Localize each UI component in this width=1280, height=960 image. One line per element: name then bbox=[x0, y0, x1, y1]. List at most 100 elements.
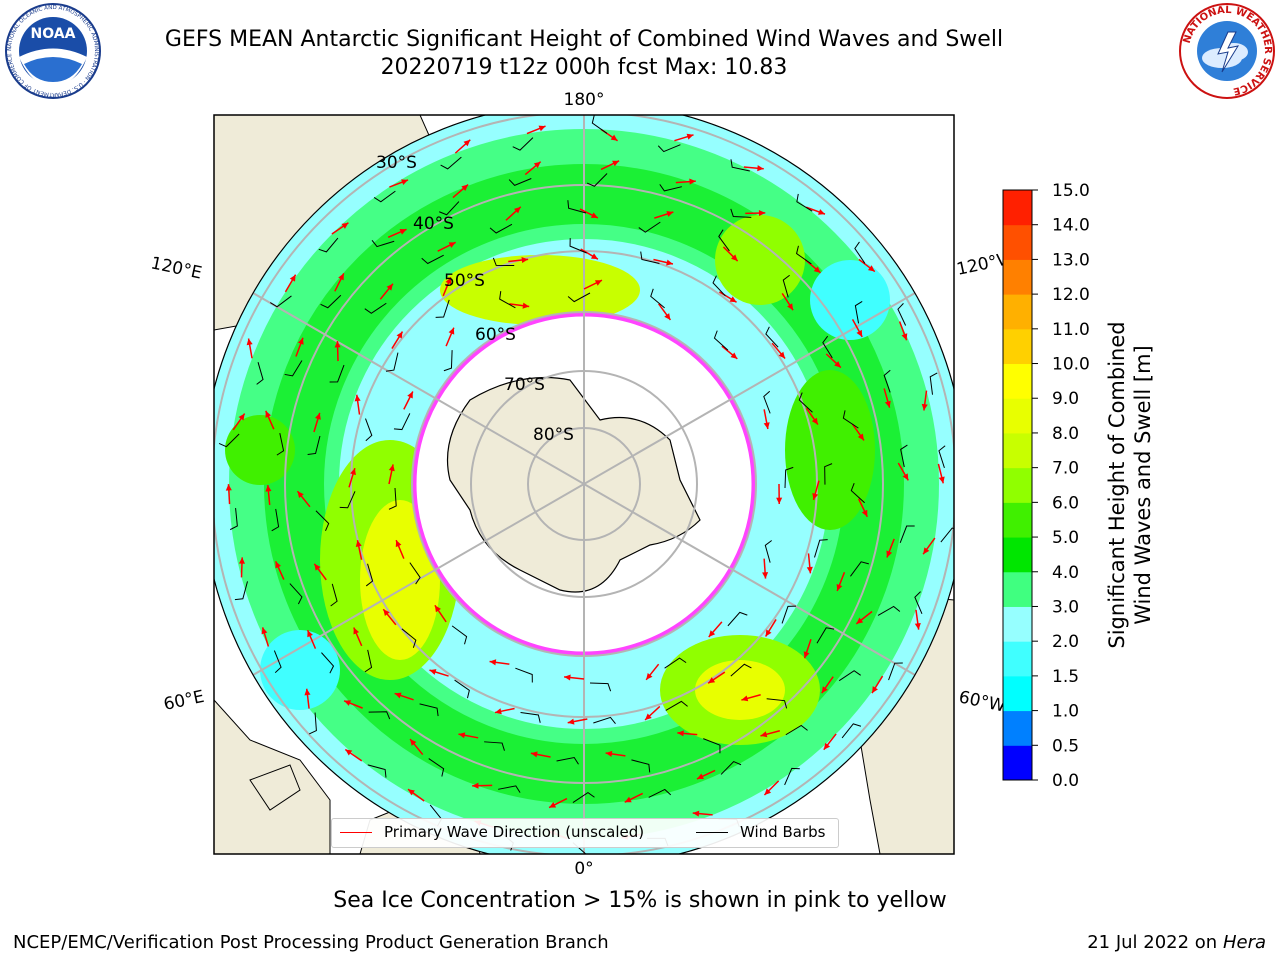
wave-direction-arrowhead bbox=[938, 476, 945, 484]
wind-barb bbox=[515, 667, 533, 683]
wave-direction-arrowhead bbox=[407, 391, 413, 399]
wave-direction-arrowhead bbox=[856, 617, 864, 624]
wave-direction-arrowhead bbox=[396, 331, 403, 339]
wind-barb bbox=[593, 716, 616, 724]
wave-direction-arrowhead bbox=[914, 622, 921, 630]
wind-barb bbox=[591, 115, 608, 134]
wave-direction-arrowhead bbox=[612, 160, 620, 167]
wind-barb bbox=[586, 173, 608, 187]
wind-barb bbox=[276, 433, 285, 456]
wind-barb bbox=[781, 605, 796, 624]
wind-barb bbox=[339, 491, 356, 509]
footer-machine: Hera bbox=[1222, 932, 1266, 953]
colorbar-tick-label: 11.0 bbox=[1052, 320, 1090, 340]
wave-direction-arrowhead bbox=[463, 139, 471, 147]
wind-barb bbox=[373, 190, 396, 203]
colorbar-tick-label: 8.0 bbox=[1052, 424, 1079, 444]
wave-direction-arrowhead bbox=[383, 609, 390, 617]
wind-barb bbox=[364, 649, 373, 673]
wind-barb bbox=[640, 251, 660, 264]
wave-direction-arrowhead bbox=[729, 296, 737, 303]
lon-label-120e: 120°E bbox=[149, 253, 204, 283]
wave-direction-arrowhead bbox=[307, 630, 313, 638]
wave-direction-arrowhead bbox=[812, 493, 819, 500]
nws-logo: NATIONAL WEATHER SERVICE bbox=[1179, 3, 1275, 99]
wind-barb bbox=[763, 390, 771, 414]
wind-barb bbox=[888, 662, 903, 681]
colorbar-tick-label: 1.5 bbox=[1052, 667, 1079, 687]
wave-direction-arrowhead bbox=[238, 413, 245, 421]
wind-barb bbox=[703, 738, 721, 754]
wave-direction-arrowhead bbox=[689, 178, 696, 185]
wind-barb bbox=[814, 539, 828, 558]
wind-barb bbox=[234, 581, 248, 601]
wave-direction-arrowhead bbox=[399, 228, 407, 235]
wave-direction-arrowhead bbox=[696, 773, 704, 779]
wave-direction-arrowhead bbox=[605, 750, 613, 757]
wind-barb bbox=[401, 628, 417, 648]
legend-label-wind-barbs: Wind Barbs bbox=[740, 823, 826, 841]
wind-barb bbox=[270, 295, 292, 308]
vector-field bbox=[218, 115, 954, 854]
wind-barb bbox=[883, 369, 891, 393]
wind-barb bbox=[929, 372, 938, 395]
wave-direction-arrowhead bbox=[265, 485, 272, 492]
wind-barb bbox=[307, 435, 321, 455]
wave-direction-arrowhead bbox=[857, 433, 864, 441]
wave-direction-arrowhead bbox=[338, 273, 344, 281]
wind-barb bbox=[850, 561, 869, 577]
legend-label-wave-direction: Primary Wave Direction (unscaled) bbox=[384, 823, 645, 841]
wave-direction-arrowhead bbox=[434, 605, 441, 613]
wave-direction-arrowhead bbox=[341, 222, 349, 229]
chart-title: GEFS MEAN Antarctic Significant Height o… bbox=[164, 27, 1004, 52]
wave-direction-arrowhead bbox=[489, 659, 497, 666]
wind-barb bbox=[718, 229, 730, 252]
colorbar-tick-label: 10.0 bbox=[1052, 355, 1090, 375]
wind-barb bbox=[451, 625, 468, 645]
wave-direction-arrowhead bbox=[692, 810, 700, 817]
wave-direction-arrowhead bbox=[884, 400, 891, 408]
wave-direction-arrowhead bbox=[813, 266, 821, 273]
colorbar-segment bbox=[1003, 224, 1032, 260]
wave-direction-arrowhead bbox=[246, 338, 253, 346]
noaa-logo: NOAA NATIONAL OCEANIC AND ATMOSPHERIC AD… bbox=[5, 3, 101, 99]
lat-label-60s: 60°S bbox=[475, 325, 516, 345]
wind-barb bbox=[764, 540, 772, 563]
wind-barb bbox=[850, 482, 865, 504]
wind-barb bbox=[454, 679, 470, 699]
colorbar-segment bbox=[1003, 294, 1032, 330]
chart-subtitle: 20220719 t12z 000h fcst Max: 10.83 bbox=[380, 55, 788, 80]
wave-direction-arrowhead bbox=[590, 253, 598, 260]
wave-direction-arrowhead bbox=[388, 464, 395, 472]
wave-direction-arrowhead bbox=[334, 341, 341, 348]
wind-barb bbox=[650, 288, 665, 309]
colorbar-tick-label: 1.0 bbox=[1052, 702, 1079, 722]
wind-barb bbox=[796, 193, 813, 212]
wind-barb bbox=[421, 254, 444, 265]
wave-direction-arrowhead bbox=[590, 212, 598, 218]
wave-direction-arrowhead bbox=[677, 730, 684, 737]
wave-direction-arrowhead bbox=[624, 796, 632, 803]
wave-direction-arrowhead bbox=[811, 417, 818, 425]
wind-barb bbox=[899, 525, 915, 544]
wind-barb bbox=[315, 510, 330, 532]
wind-barb bbox=[664, 657, 687, 669]
wind-barb bbox=[365, 563, 374, 587]
wave-direction-arrowhead bbox=[763, 422, 770, 430]
wave-direction-arrowhead bbox=[757, 165, 764, 172]
lat-label-40s: 40°S bbox=[413, 214, 454, 234]
wind-barb bbox=[428, 758, 445, 777]
lat-label-30s: 30°S bbox=[376, 153, 417, 173]
colorbar-tick-label: 13.0 bbox=[1052, 250, 1090, 270]
map-legend: Primary Wave Direction (unscaled) Wind B… bbox=[331, 818, 839, 848]
wind-barb bbox=[365, 418, 373, 442]
noaa-wordmark: NOAA bbox=[31, 26, 76, 42]
wave-direction-arrowhead bbox=[410, 739, 417, 746]
footer-date-text: 21 Jul 2022 on bbox=[1087, 932, 1223, 953]
wind-barb bbox=[782, 274, 790, 298]
wave-direction-arrowhead bbox=[448, 327, 455, 335]
wave-direction-arrowhead bbox=[289, 274, 296, 282]
wind-barb bbox=[556, 756, 579, 765]
colorbar-tick-label: 5.0 bbox=[1052, 528, 1079, 548]
